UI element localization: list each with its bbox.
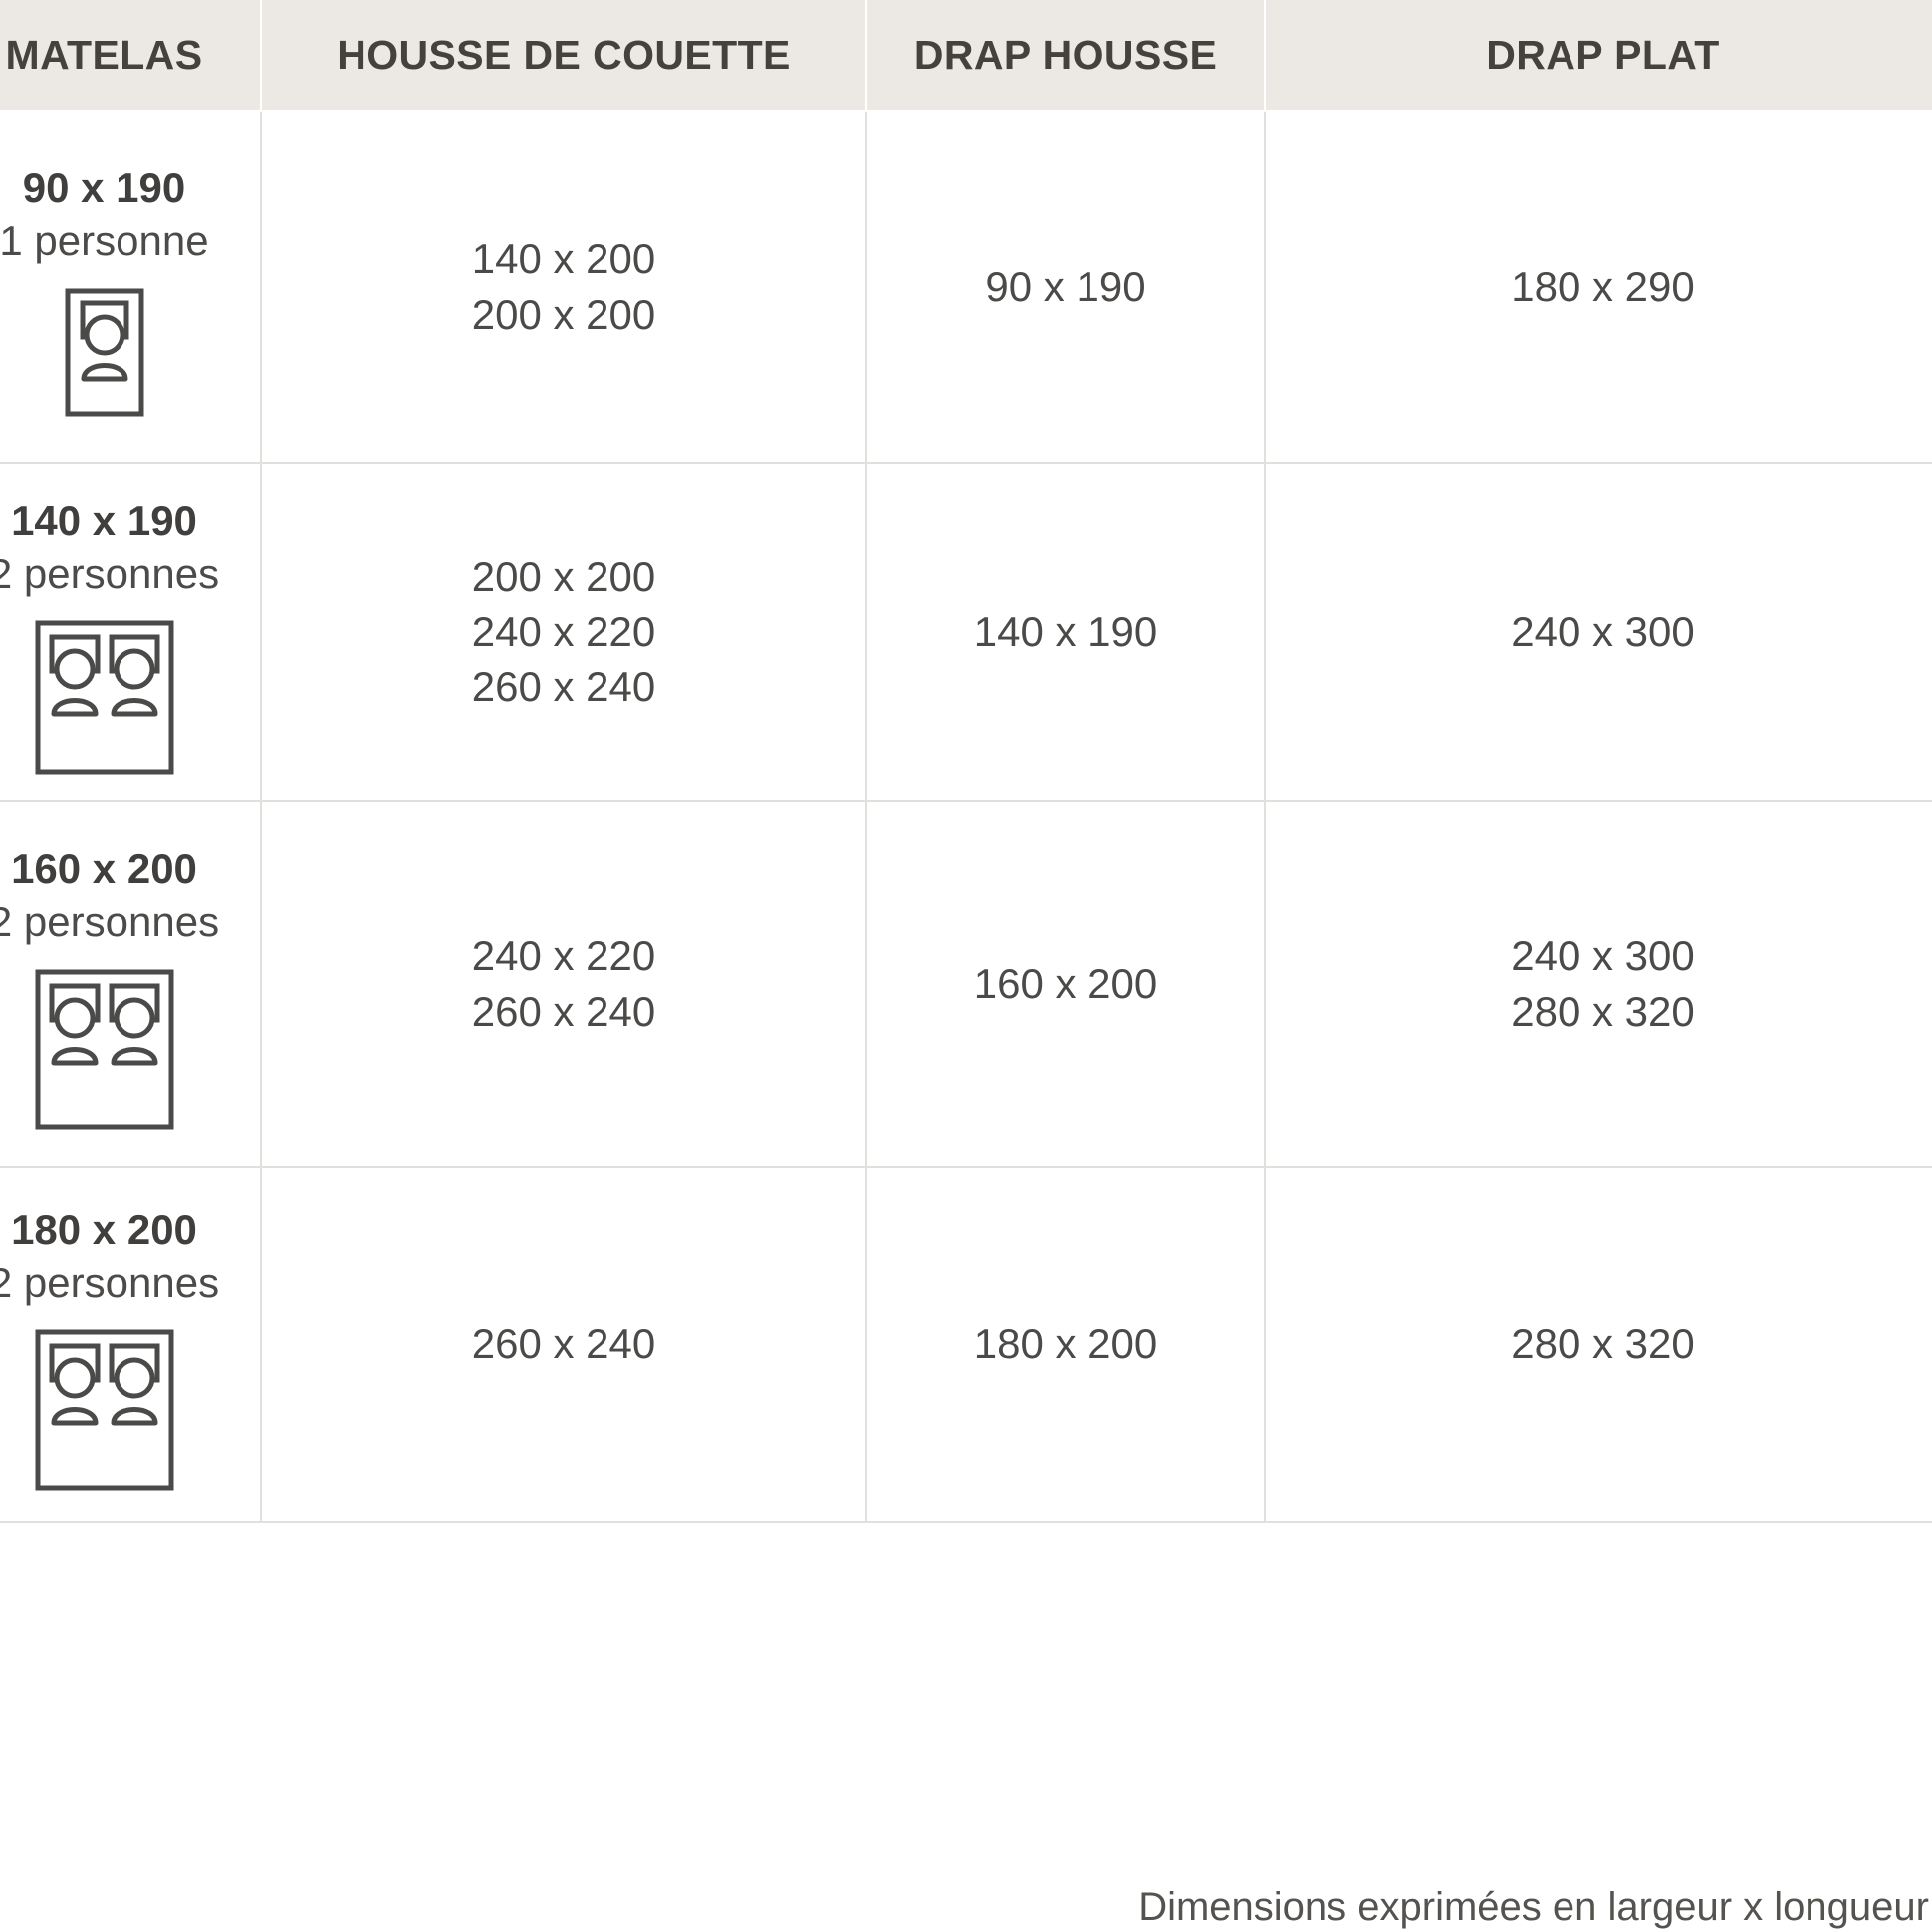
dimension-value: 240 x 300 <box>1511 932 1695 980</box>
table-row: 90 x 190 1 personne 140 x 200 200 x 20 <box>0 110 1932 463</box>
dimension-value: 180 x 200 <box>973 1321 1158 1368</box>
drap-housse-cell: 160 x 200 <box>866 800 1266 1167</box>
table-body: 90 x 190 1 personne 140 x 200 200 x 20 <box>0 110 1932 1523</box>
matelas-size-label: 140 x 190 <box>11 496 197 544</box>
dimension-list: 140 x 200 200 x 200 <box>262 231 865 343</box>
dimension-value: 90 x 190 <box>985 263 1146 311</box>
bed-single-one-person-icon <box>65 288 143 417</box>
dimension-list: 240 x 220 260 x 240 <box>262 928 865 1040</box>
dimension-list: 280 x 320 <box>1266 1317 1932 1372</box>
matelas-people-label: 2 personnes <box>0 898 220 945</box>
dimension-value: 180 x 290 <box>1511 263 1695 311</box>
dimension-list: 90 x 190 <box>867 259 1264 315</box>
dimension-value: 140 x 190 <box>973 607 1158 655</box>
dimension-value: 260 x 240 <box>471 988 656 1035</box>
dimension-list: 240 x 300 280 x 320 <box>1266 928 1932 1040</box>
table-header: MATELAS HOUSSE DE COUETTE DRAP HOUSSE DR… <box>0 0 1932 112</box>
dimension-value: 200 x 200 <box>471 552 656 600</box>
matelas-cell: 140 x 190 2 personnes <box>0 462 262 801</box>
housse-de-couette-cell: 200 x 200 240 x 220 260 x 240 <box>261 462 867 801</box>
dimension-list: 180 x 200 <box>867 1317 1264 1372</box>
bed-double-two-persons-icon <box>35 620 173 775</box>
table-row: 160 x 200 2 personnes <box>0 800 1932 1167</box>
bed-double-two-persons-icon <box>35 969 173 1130</box>
column-header-drap-housse: DRAP HOUSSE <box>866 0 1266 112</box>
matelas-cell: 160 x 200 2 personnes <box>0 800 262 1167</box>
table-row: 180 x 200 2 personnes <box>0 1166 1932 1523</box>
drap-plat-cell: 180 x 290 <box>1265 110 1932 463</box>
drap-plat-cell: 240 x 300 <box>1265 462 1932 801</box>
footnote: Dimensions exprimées en largeur x longue… <box>0 1885 1932 1930</box>
column-header-matelas: MATELAS <box>0 0 262 112</box>
dimension-value: 200 x 200 <box>471 291 656 338</box>
matelas-people-label: 2 personnes <box>0 550 220 597</box>
matelas-people-label: 1 personne <box>0 217 209 264</box>
drap-plat-cell: 240 x 300 280 x 320 <box>1265 800 1932 1167</box>
header-row: MATELAS HOUSSE DE COUETTE DRAP HOUSSE DR… <box>0 0 1932 112</box>
drap-plat-cell: 280 x 320 <box>1265 1166 1932 1523</box>
matelas-size-label: 90 x 190 <box>22 163 186 211</box>
drap-housse-cell: 90 x 190 <box>866 110 1266 463</box>
dimension-value: 260 x 240 <box>471 1321 656 1368</box>
matelas-size-label: 180 x 200 <box>11 1205 197 1253</box>
drap-housse-cell: 180 x 200 <box>866 1166 1266 1523</box>
dimension-value: 280 x 320 <box>1511 988 1695 1035</box>
dimension-value: 160 x 200 <box>973 960 1158 1008</box>
column-header-drap-plat: DRAP PLAT <box>1265 0 1932 112</box>
matelas-cell: 90 x 190 1 personne <box>0 110 262 463</box>
matelas-cell: 180 x 200 2 personnes <box>0 1166 262 1523</box>
housse-de-couette-cell: 260 x 240 <box>261 1166 867 1523</box>
dimension-value: 240 x 220 <box>471 932 656 980</box>
bed-double-two-persons-icon <box>35 1329 173 1491</box>
size-table: MATELAS HOUSSE DE COUETTE DRAP HOUSSE DR… <box>0 0 1932 1523</box>
footnote-text: Dimensions exprimées en largeur x longue… <box>1138 1885 1932 1929</box>
matelas-people-label: 2 personnes <box>0 1259 220 1306</box>
table-row: 140 x 190 2 personnes <box>0 462 1932 801</box>
drap-housse-cell: 140 x 190 <box>866 462 1266 801</box>
dimension-value: 280 x 320 <box>1511 1321 1695 1368</box>
dimension-list: 260 x 240 <box>262 1317 865 1372</box>
column-header-housse-de-couette: HOUSSE DE COUETTE <box>261 0 867 112</box>
dimension-value: 240 x 300 <box>1511 607 1695 655</box>
dimension-value: 260 x 240 <box>471 663 656 711</box>
dimension-list: 180 x 290 <box>1266 259 1932 315</box>
housse-de-couette-cell: 140 x 200 200 x 200 <box>261 110 867 463</box>
dimension-list: 240 x 300 <box>1266 604 1932 660</box>
dimension-list: 160 x 200 <box>867 956 1264 1012</box>
matelas-size-label: 160 x 200 <box>11 845 197 892</box>
dimension-value: 140 x 200 <box>471 235 656 283</box>
housse-de-couette-cell: 240 x 220 260 x 240 <box>261 800 867 1167</box>
dimension-list: 200 x 200 240 x 220 260 x 240 <box>262 549 865 715</box>
dimension-value: 240 x 220 <box>471 607 656 655</box>
dimension-list: 140 x 190 <box>867 604 1264 660</box>
